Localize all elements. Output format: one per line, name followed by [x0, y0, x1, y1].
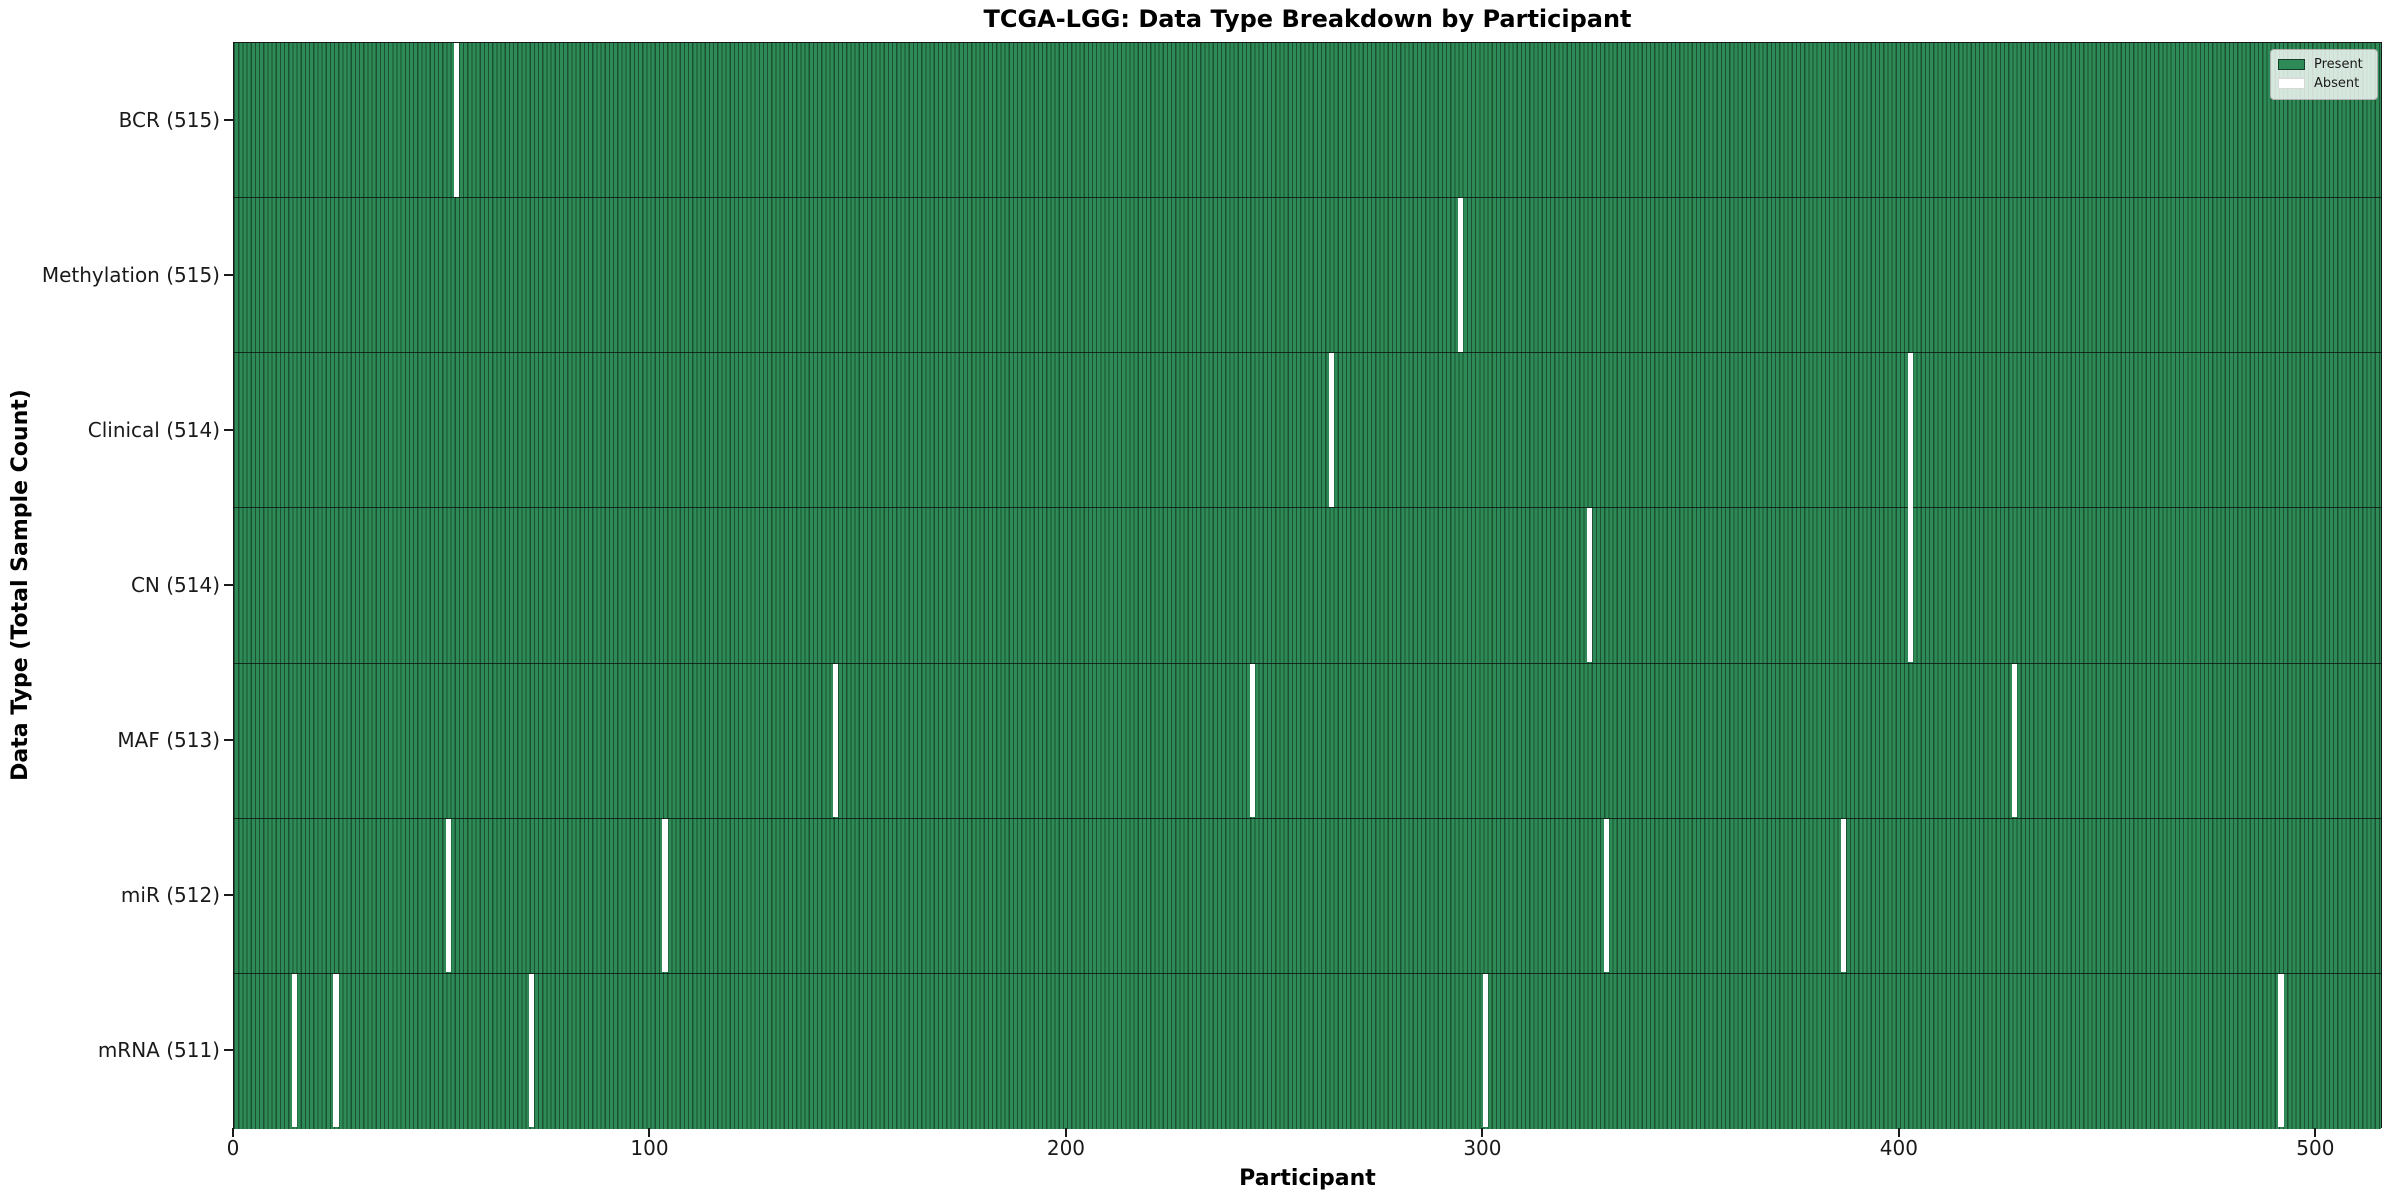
y-tick-mark	[224, 584, 233, 586]
y-tick-mark	[224, 739, 233, 742]
data-row-mRNA	[234, 973, 2381, 1129]
legend-item-absent: Absent	[2278, 74, 2370, 93]
data-row-miR	[234, 818, 2381, 974]
x-tick-mark	[648, 1128, 651, 1137]
data-row-BCR	[234, 43, 2381, 199]
x-tick-mark	[232, 1128, 234, 1137]
x-tick-mark	[2314, 1128, 2317, 1137]
plot-area	[233, 42, 2382, 1129]
y-tick-label-MAF: MAF (513)	[117, 728, 220, 753]
x-tick-label-500: 500	[2296, 1136, 2335, 1160]
x-tick-label-100: 100	[630, 1136, 669, 1160]
chart-title: TCGA-LGG: Data Type Breakdown by Partici…	[983, 5, 1632, 33]
x-tick-mark	[1481, 1128, 1484, 1137]
absent-gap-Clinical-263	[1328, 353, 1335, 507]
y-tick-mark	[224, 118, 233, 121]
absent-gap-MAF-427	[2011, 663, 2018, 818]
absent-gap-mRNA-71	[529, 973, 535, 1128]
absent-gap-miR-329	[1603, 818, 1609, 973]
absent-gap-mRNA-14	[291, 973, 298, 1128]
absent-gap-MAF-144	[833, 663, 839, 818]
absent-gap-miR-51	[445, 818, 452, 973]
legend-item-present: Present	[2278, 55, 2370, 74]
absent-gap-mRNA-491	[2278, 973, 2284, 1128]
x-tick-label-300: 300	[1463, 1136, 1502, 1160]
present-swatch-icon	[2278, 59, 2305, 70]
y-tick-label-BCR: BCR (515)	[118, 107, 220, 132]
absent-gap-mRNA-300	[1482, 973, 1489, 1128]
absent-gap-Clinical-402	[1907, 353, 1913, 511]
absent-gap-CN-402	[1907, 508, 1913, 662]
x-tick-label-200: 200	[1046, 1136, 1086, 1160]
legend-label-absent: Absent	[2314, 76, 2360, 91]
y-tick-label-Methylation: Methylation (515)	[41, 262, 220, 287]
x-tick-mark	[1897, 1128, 1900, 1137]
y-tick-label-Clinical: Clinical (514)	[87, 417, 220, 442]
x-tick-mark	[1064, 1128, 1067, 1137]
data-row-Methylation	[234, 198, 2381, 354]
absent-gap-miR-103	[662, 818, 668, 973]
y-tick-mark	[224, 273, 233, 276]
legend: Present Absent	[2270, 49, 2378, 100]
y-tick-mark	[224, 1049, 233, 1052]
absent-swatch-icon	[2278, 78, 2305, 89]
y-tick-label-CN: CN (514)	[130, 573, 220, 597]
absent-gap-CN-325	[1586, 508, 1593, 662]
y-tick-label-mRNA: mRNA (511)	[97, 1038, 220, 1063]
y-tick-mark	[224, 894, 233, 897]
absent-gap-MAF-244	[1249, 663, 1255, 818]
y-tick-label-miR: miR (512)	[120, 883, 220, 908]
data-row-Clinical	[234, 353, 2381, 509]
x-axis-title: Participant	[1239, 1166, 1376, 1191]
data-row-MAF	[234, 663, 2381, 819]
legend-label-present: Present	[2314, 57, 2363, 72]
absent-gap-mRNA-24	[333, 973, 339, 1128]
data-row-CN	[234, 508, 2381, 664]
absent-gap-Methylation-294	[1457, 198, 1464, 352]
absent-gap-miR-386	[1840, 818, 1847, 973]
x-tick-label-400: 400	[1879, 1136, 1918, 1160]
y-tick-mark	[224, 428, 233, 431]
x-tick-label-0: 0	[226, 1136, 240, 1160]
absent-gap-BCR-53	[454, 43, 460, 197]
